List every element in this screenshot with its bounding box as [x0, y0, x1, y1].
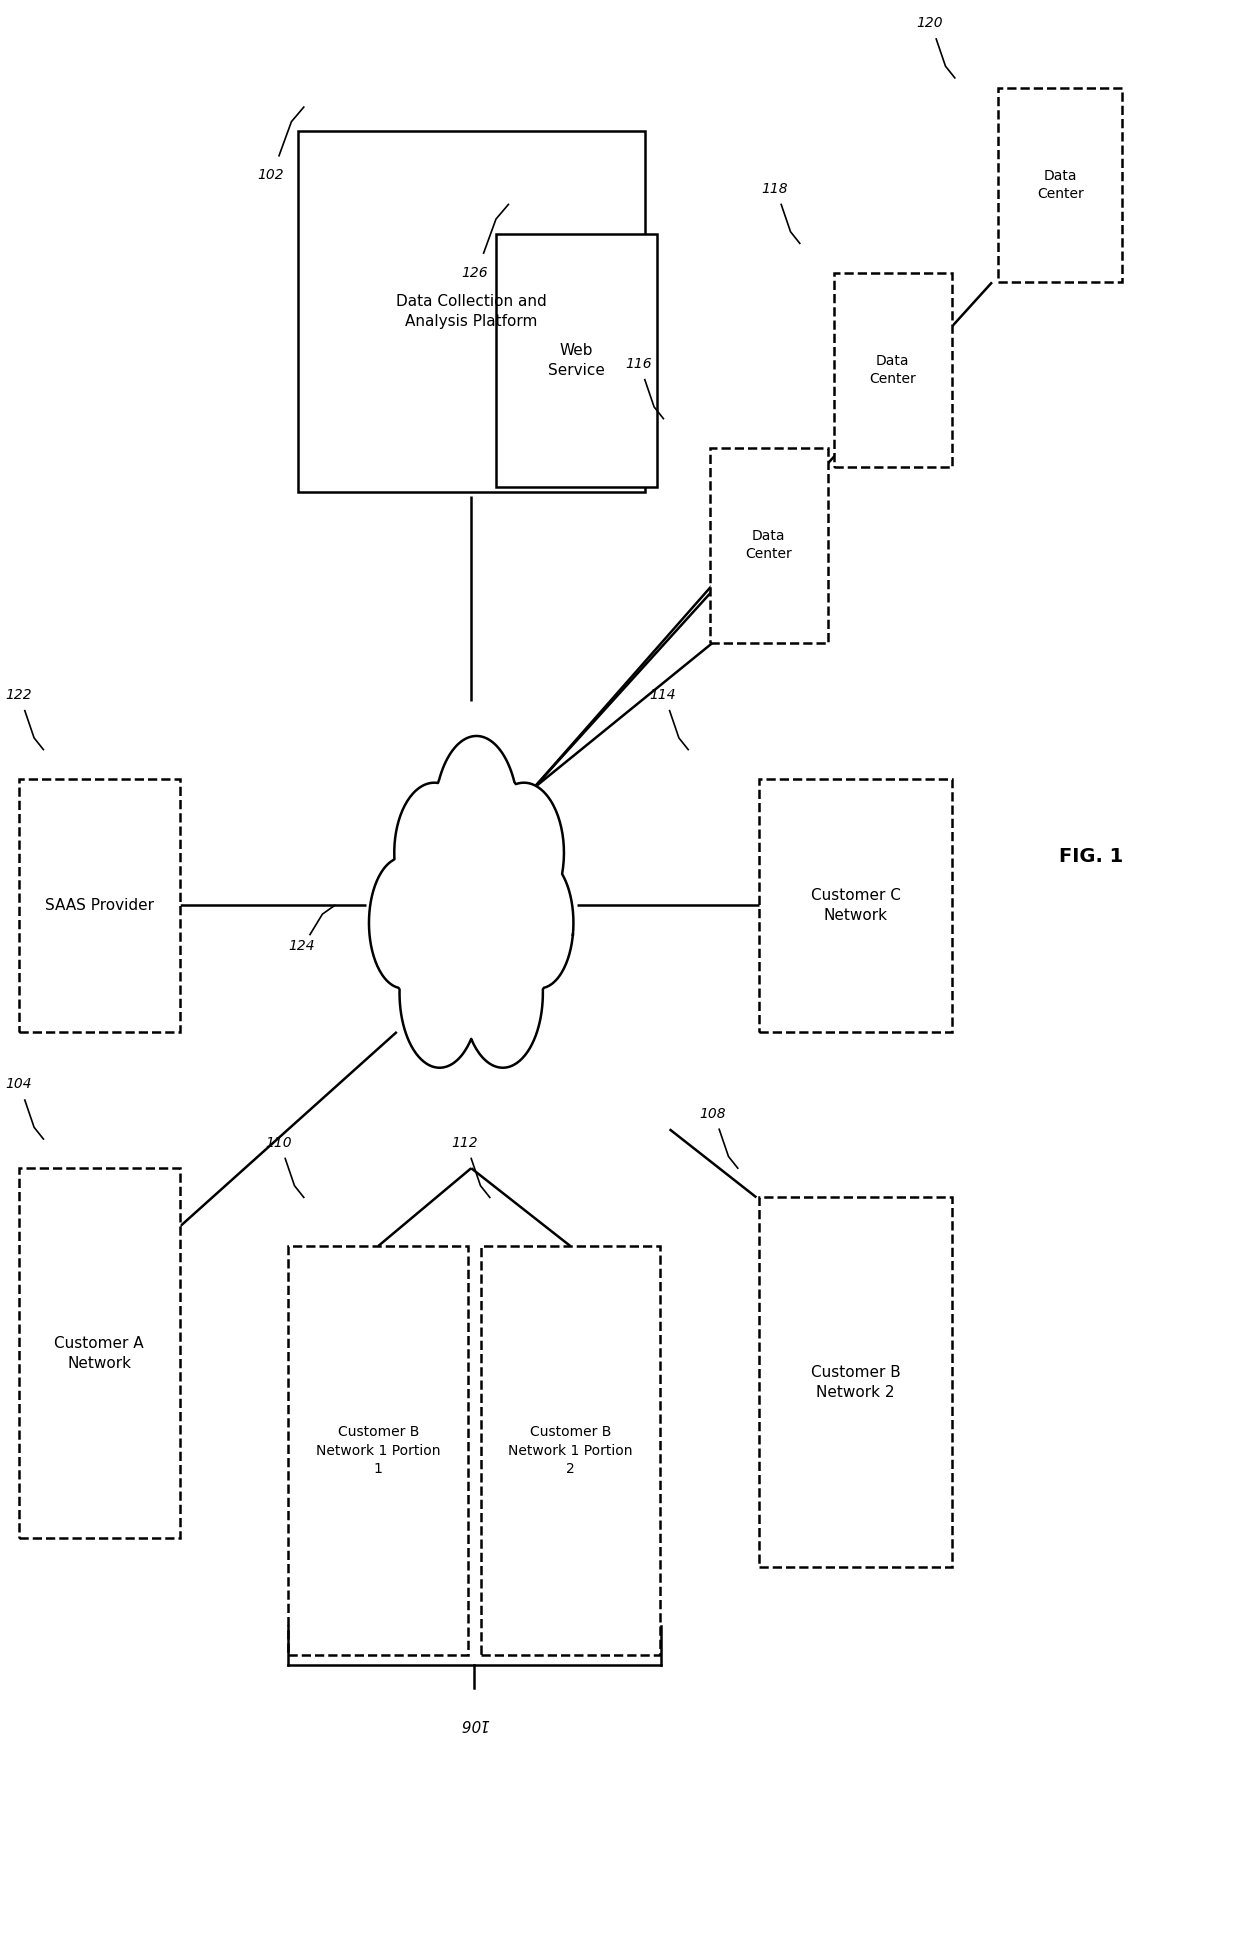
Text: 114: 114: [650, 687, 676, 703]
Bar: [19, 779, 180, 1032]
Bar: [496, 234, 657, 487]
Text: SAAS Provider: SAAS Provider: [45, 898, 154, 913]
Text: Customer A
Network: Customer A Network: [55, 1336, 144, 1371]
Text: Web
Service: Web Service: [548, 343, 605, 378]
Text: 104: 104: [5, 1077, 31, 1092]
Text: 112: 112: [451, 1135, 477, 1151]
Polygon shape: [370, 736, 573, 1067]
Text: 126: 126: [461, 265, 489, 280]
Text: Customer B
Network 2: Customer B Network 2: [811, 1365, 900, 1400]
Text: 120: 120: [916, 16, 942, 31]
Text: Data
Center: Data Center: [1037, 169, 1084, 201]
Bar: [298, 132, 645, 493]
Text: 118: 118: [761, 181, 787, 197]
Bar: [833, 273, 952, 467]
Text: Customer C
Network: Customer C Network: [811, 888, 900, 923]
Text: Data
Center: Data Center: [869, 354, 916, 386]
Bar: [709, 448, 828, 643]
Text: FIG. 1: FIG. 1: [1059, 847, 1123, 866]
Text: 124: 124: [288, 938, 315, 954]
Text: Data
Center: Data Center: [745, 530, 792, 561]
Text: 106: 106: [460, 1715, 489, 1731]
Bar: [759, 1197, 952, 1567]
Bar: [759, 779, 952, 1032]
Bar: [998, 88, 1122, 282]
Bar: [19, 1168, 180, 1538]
Text: 122: 122: [5, 687, 31, 703]
Text: 110: 110: [265, 1135, 291, 1151]
Text: Customer B
Network 1 Portion
1: Customer B Network 1 Portion 1: [316, 1425, 440, 1476]
Bar: [288, 1246, 467, 1655]
Text: Customer B
Network 1 Portion
2: Customer B Network 1 Portion 2: [508, 1425, 632, 1476]
Text: Data Collection and
Analysis Platform: Data Collection and Analysis Platform: [396, 294, 547, 329]
Bar: [481, 1246, 660, 1655]
Text: 102: 102: [257, 167, 284, 183]
Text: 108: 108: [699, 1106, 725, 1121]
Text: 116: 116: [625, 356, 651, 372]
